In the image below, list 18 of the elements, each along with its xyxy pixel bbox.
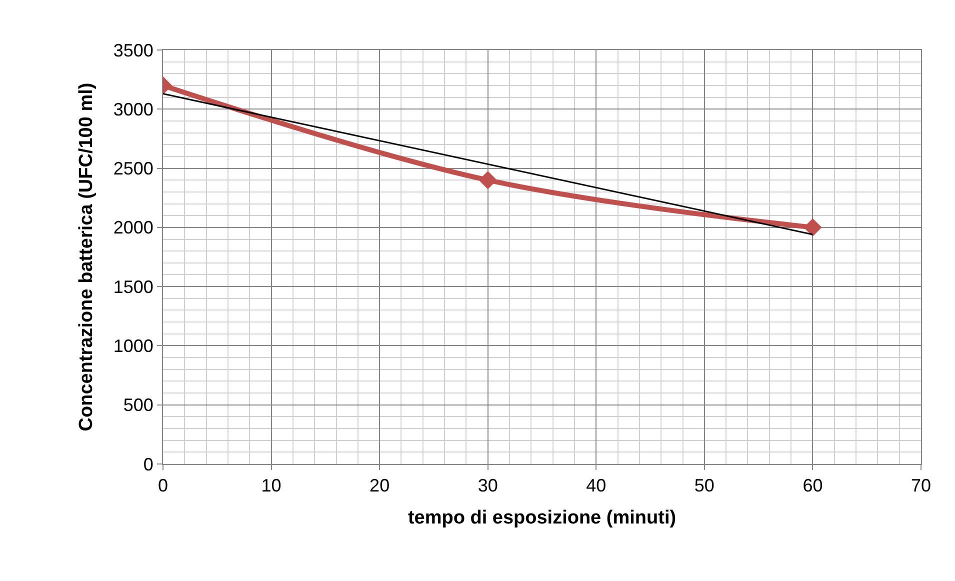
x-tick-label: 30 [478, 476, 498, 496]
x-tick-label: 60 [802, 476, 823, 496]
y-tick-label: 2000 [113, 218, 154, 238]
y-tick-label: 0 [143, 454, 154, 474]
x-tick-label: 70 [910, 476, 932, 496]
y-axis-title: Concentrazione batterica (UFC/100 ml) [76, 82, 98, 432]
y-tick-label: 2500 [113, 158, 154, 179]
x-tick-label: 50 [694, 476, 714, 496]
x-axis-title: tempo di esposizione (minuti) [408, 507, 676, 528]
x-tick-label: 40 [586, 476, 606, 496]
y-tick-label: 3000 [113, 99, 154, 120]
x-tick-label: 10 [261, 476, 282, 496]
y-tick-label: 1000 [113, 336, 154, 356]
y-tick-label: 1500 [113, 276, 154, 297]
x-tick-label: 0 [158, 476, 168, 496]
y-tick-label: 3500 [113, 40, 154, 60]
x-tick-label: 20 [370, 476, 390, 496]
y-tick-label: 500 [123, 395, 154, 416]
